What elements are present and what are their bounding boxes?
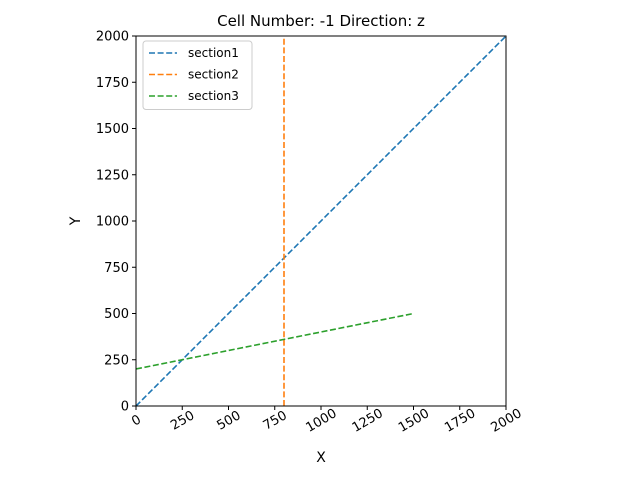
y-tick-label: 750	[104, 261, 129, 276]
x-tick-label: 1500	[396, 406, 432, 436]
x-axis: 0 250 500 750 1000 1250 1500 1750 2000	[129, 406, 525, 436]
series-line-section3	[136, 312, 414, 370]
y-axis-label: Y	[68, 216, 84, 226]
y-axis: 0 250 500 750 1000 1250 1500 1750 2000	[96, 30, 136, 415]
y-tick-label: 2000	[96, 30, 129, 45]
legend-label-section3: section3	[188, 89, 239, 103]
x-tick-label: 1250	[350, 406, 386, 436]
x-tick-label: 0	[129, 412, 144, 429]
x-tick-label: 250	[168, 408, 197, 433]
x-tick-label: 750	[261, 408, 290, 433]
y-tick-label: 1750	[96, 76, 129, 91]
y-tick-label: 0	[121, 400, 129, 415]
plot-lines	[136, 36, 506, 406]
y-tick-label: 1250	[96, 168, 129, 183]
x-tick-label: 1750	[442, 406, 478, 436]
legend: section1 section2 section3	[142, 40, 253, 110]
y-tick-label: 1500	[96, 122, 129, 137]
series-line-section1	[136, 36, 506, 406]
legend-box	[142, 40, 253, 110]
x-tick-label: 2000	[488, 406, 524, 436]
x-tick-label: 1000	[303, 406, 339, 436]
chart-title: Cell Number: -1 Direction: z	[217, 12, 425, 30]
x-tick-label: 500	[215, 408, 244, 433]
y-tick-label: 1000	[96, 215, 129, 230]
legend-label-section1: section1	[188, 46, 239, 60]
y-tick-label: 500	[104, 307, 129, 322]
legend-label-section2: section2	[188, 68, 239, 82]
x-axis-label: X	[316, 450, 326, 466]
y-tick-label: 250	[104, 353, 129, 368]
